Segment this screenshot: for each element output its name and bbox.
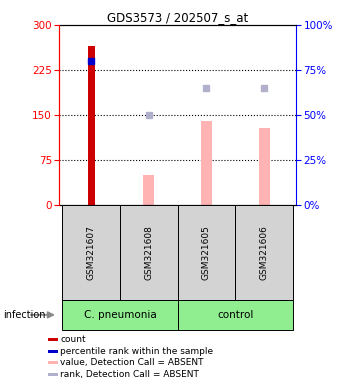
Text: GSM321606: GSM321606 xyxy=(260,225,269,280)
Bar xyxy=(235,205,293,300)
Text: percentile rank within the sample: percentile rank within the sample xyxy=(60,347,213,356)
Bar xyxy=(88,46,95,205)
Bar xyxy=(178,300,293,330)
Text: infection: infection xyxy=(3,310,46,320)
Bar xyxy=(258,128,270,205)
Text: GSM321605: GSM321605 xyxy=(202,225,211,280)
Bar xyxy=(62,205,120,300)
Bar xyxy=(120,205,178,300)
Text: GSM321608: GSM321608 xyxy=(144,225,153,280)
Text: control: control xyxy=(217,310,254,320)
Bar xyxy=(143,175,154,205)
Bar xyxy=(48,338,58,341)
Bar xyxy=(48,373,58,376)
Bar xyxy=(178,205,235,300)
Title: GDS3573 / 202507_s_at: GDS3573 / 202507_s_at xyxy=(107,11,248,24)
Bar xyxy=(48,350,58,353)
Bar xyxy=(48,361,58,364)
Bar xyxy=(201,121,212,205)
Text: value, Detection Call = ABSENT: value, Detection Call = ABSENT xyxy=(60,358,204,367)
Text: C. pneumonia: C. pneumonia xyxy=(84,310,156,320)
Bar xyxy=(62,300,177,330)
Text: rank, Detection Call = ABSENT: rank, Detection Call = ABSENT xyxy=(60,370,199,379)
Text: count: count xyxy=(60,335,86,344)
Text: GSM321607: GSM321607 xyxy=(87,225,96,280)
